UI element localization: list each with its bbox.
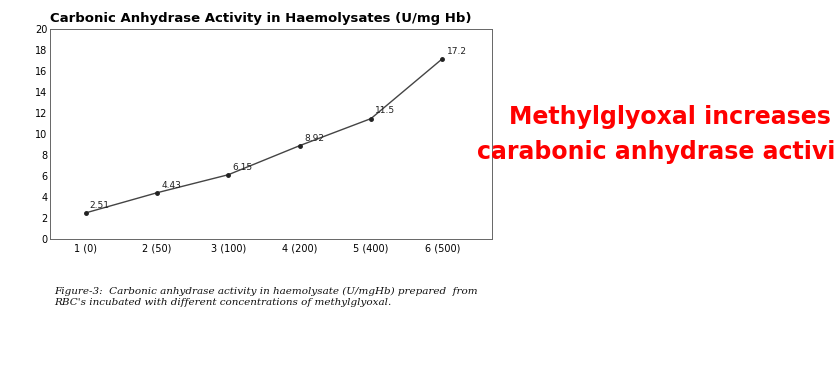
Text: 11.5: 11.5 bbox=[375, 106, 396, 116]
Text: 6.15: 6.15 bbox=[233, 163, 253, 171]
Text: Carbonic Anhydrase Activity in Haemolysates (U/mg Hb): Carbonic Anhydrase Activity in Haemolysa… bbox=[50, 13, 472, 25]
Text: 2.51: 2.51 bbox=[89, 201, 109, 210]
Text: Figure-3:  Carbonic anhydrase activity in haemolysate (U/mgHb) prepared  from
RB: Figure-3: Carbonic anhydrase activity in… bbox=[54, 287, 478, 307]
Text: Methylglyoxal increases
carabonic anhydrase activity: Methylglyoxal increases carabonic anhydr… bbox=[478, 105, 835, 164]
Text: 4.43: 4.43 bbox=[161, 181, 181, 190]
Text: 8.92: 8.92 bbox=[304, 134, 324, 142]
Text: 17.2: 17.2 bbox=[447, 47, 467, 56]
